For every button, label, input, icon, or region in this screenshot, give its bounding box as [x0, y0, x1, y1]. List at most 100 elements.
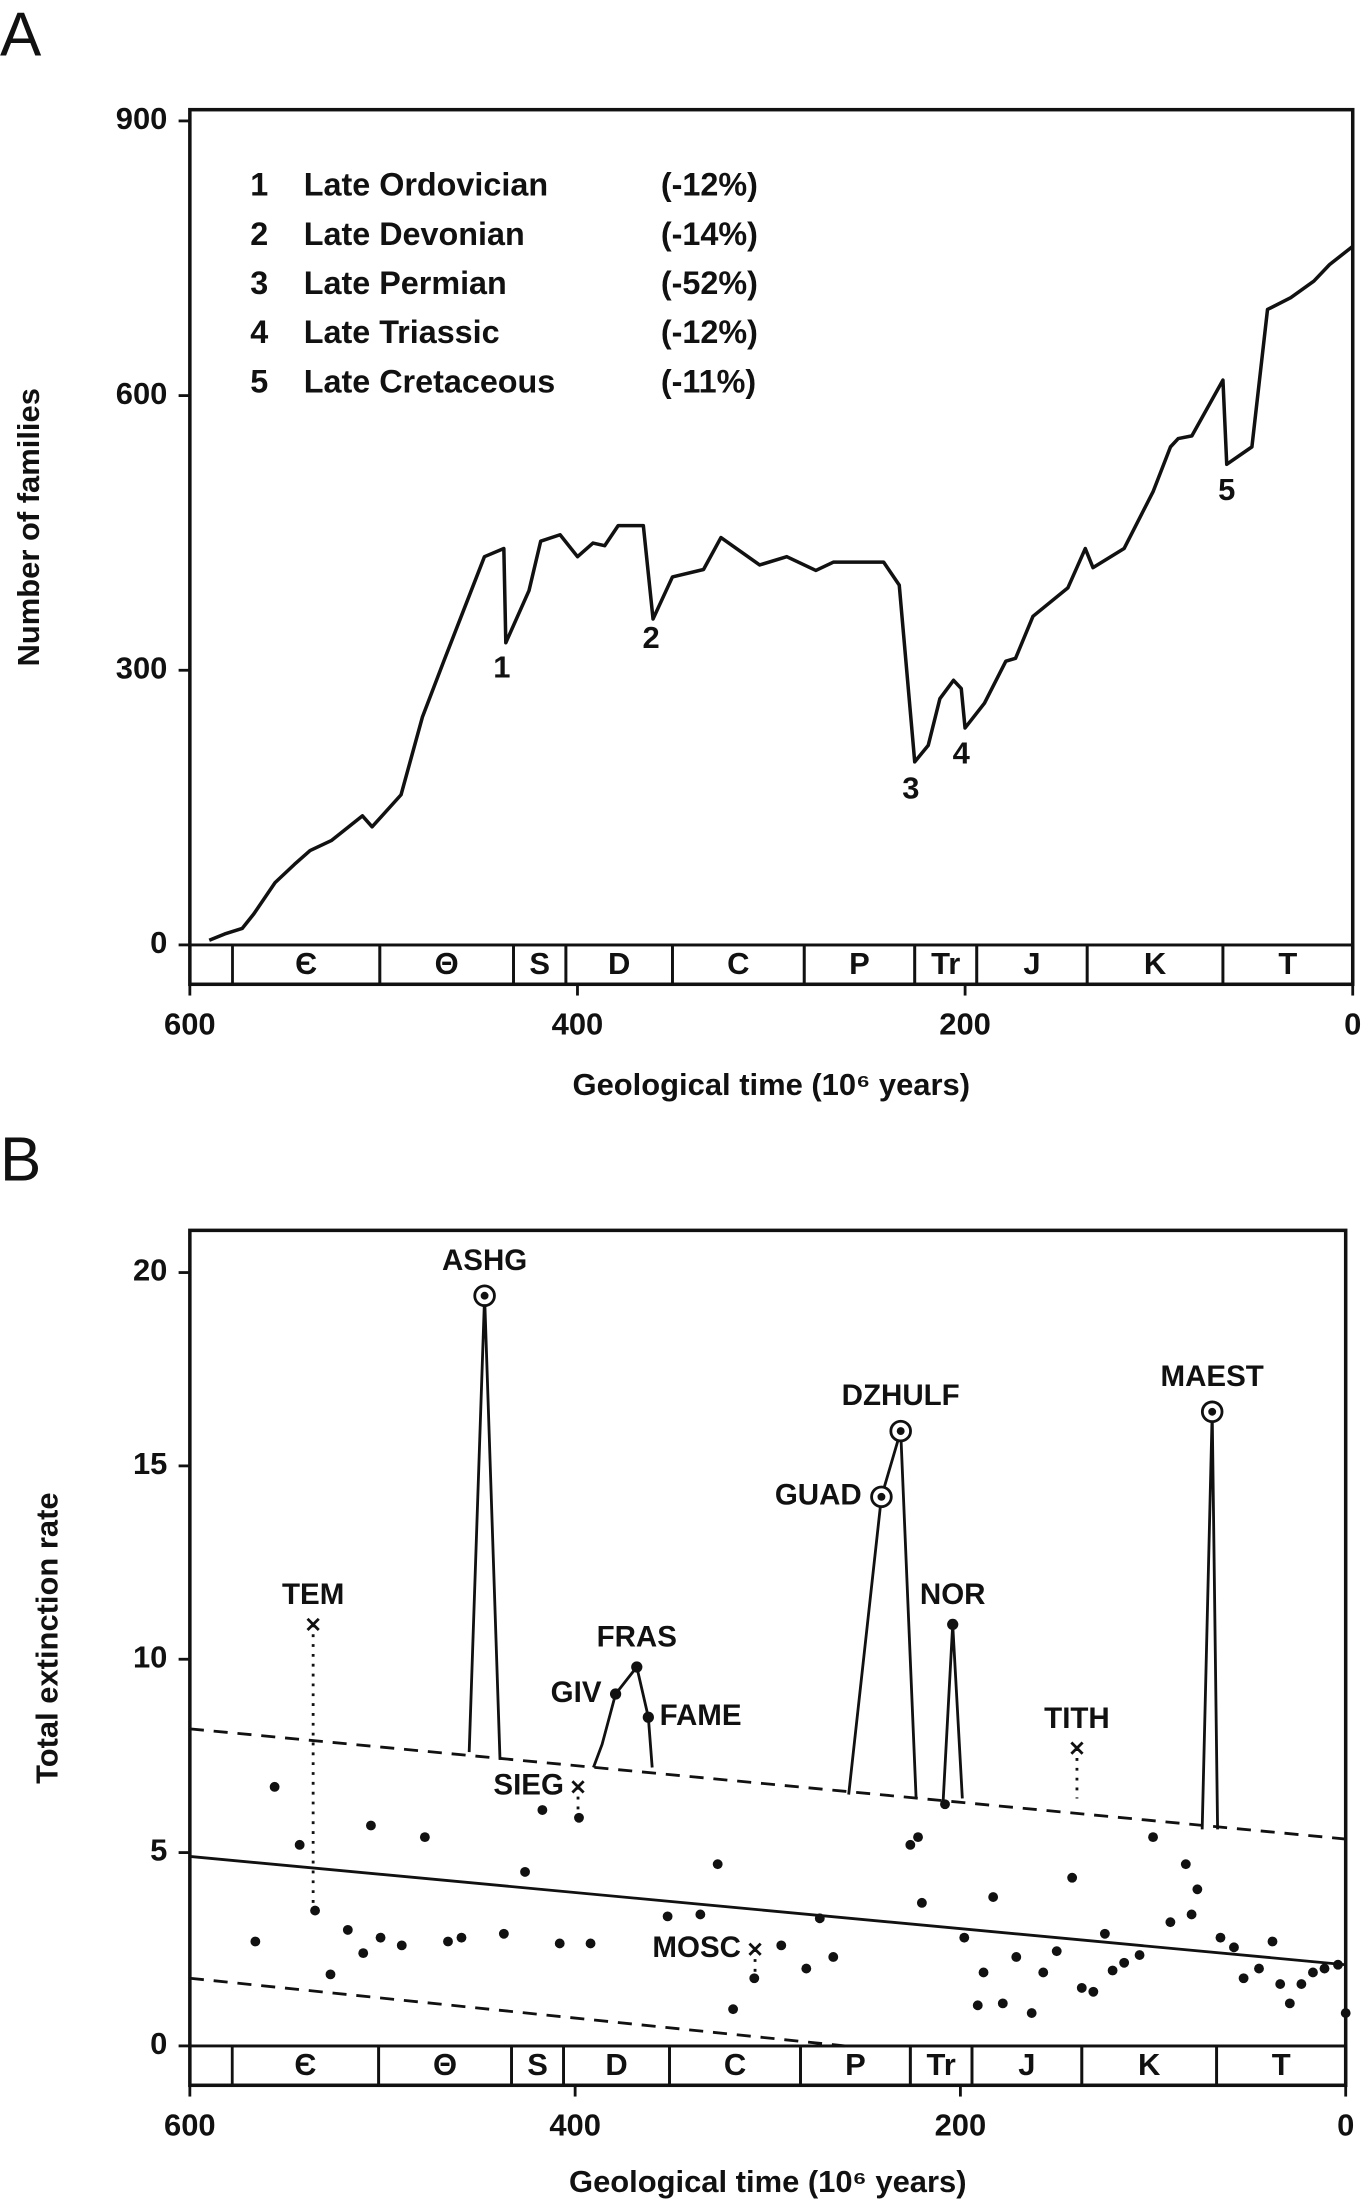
x-tick-label: 400	[552, 1007, 604, 1042]
data-point	[972, 2000, 983, 2011]
period-box	[1215, 2044, 1348, 2087]
y-tick-label: 0	[150, 2026, 167, 2061]
peak-line	[467, 1295, 502, 1760]
data-point	[366, 1820, 376, 1831]
data-point	[456, 1932, 467, 1943]
y-axis-title: Number of families	[11, 388, 46, 666]
data-point	[1192, 1884, 1203, 1895]
data-point	[1333, 1959, 1343, 1970]
y-tick-label: 15	[133, 1446, 167, 1481]
data-point	[1215, 1932, 1226, 1943]
data-point	[1134, 1950, 1145, 1960]
data-point	[443, 1936, 453, 1947]
period-label: S	[529, 946, 550, 981]
legend-name: Late Cretaceous	[304, 363, 556, 399]
legend-change: (-11%)	[661, 363, 756, 399]
data-point	[396, 1940, 407, 1951]
y-tick-label: 20	[133, 1253, 167, 1288]
x-tick-label: 200	[935, 2108, 987, 2143]
data-point	[1051, 1946, 1062, 1957]
panel-label: A	[0, 1, 42, 70]
legend-change: (-14%)	[661, 216, 758, 252]
data-point	[1186, 1909, 1197, 1920]
period-label: C	[727, 946, 749, 981]
data-point	[1026, 2008, 1037, 2018]
period-label: Θ	[433, 2047, 457, 2082]
period-label: J	[1018, 2047, 1035, 2082]
data-point	[1107, 1965, 1118, 1976]
peak-marker	[642, 1711, 654, 1723]
peak-label: FRAS	[597, 1621, 677, 1654]
data-point	[1284, 1998, 1295, 2009]
data-point	[342, 1924, 353, 1935]
x-tick-label: 200	[939, 1007, 991, 1042]
period-label: J	[1023, 946, 1040, 981]
period-label: S	[527, 2047, 548, 2082]
x-tick-label: 0	[1337, 2108, 1354, 2143]
period-label: Є	[294, 2047, 316, 2082]
data-point	[294, 1839, 305, 1850]
data-point	[269, 1781, 280, 1792]
period-label: T	[1272, 2047, 1291, 2082]
data-point	[1319, 1963, 1330, 1974]
trend-line	[189, 1855, 1346, 1967]
data-point	[1238, 1973, 1249, 1984]
peak-line	[1200, 1411, 1219, 1830]
data-point	[1308, 1967, 1318, 1978]
data-point	[574, 1812, 584, 1823]
peak-line	[592, 1663, 654, 1768]
period-label: P	[845, 2047, 866, 2082]
data-point	[997, 1998, 1008, 2009]
data-point	[310, 1905, 320, 1916]
data-point	[498, 1928, 509, 1939]
legend-number: 5	[250, 363, 268, 399]
data-point	[728, 2004, 739, 2015]
data-point	[375, 1932, 386, 1943]
peak-label: FAME	[660, 1699, 742, 1732]
data-point	[1254, 1963, 1264, 1974]
data-point	[358, 1948, 369, 1959]
data-point	[1229, 1942, 1239, 1953]
data-point	[959, 1932, 970, 1943]
period-label: D	[605, 2047, 627, 2082]
period-label: Tr	[931, 946, 960, 981]
data-point	[1296, 1979, 1307, 1989]
x-tick-label: 600	[164, 2108, 216, 2143]
x-axis-title: Geological time (10⁶ years)	[573, 1067, 971, 1102]
data-point	[1119, 1957, 1130, 1968]
period-label: Tr	[927, 2047, 956, 2082]
peak-marker	[609, 1688, 622, 1700]
data-point	[712, 1859, 723, 1870]
data-point	[776, 1940, 787, 1951]
peak-marker	[306, 1617, 320, 1632]
peak-label: TEM	[282, 1578, 344, 1611]
y-tick-label: 600	[116, 376, 168, 411]
y-axis-title: Total extinction rate	[29, 1492, 64, 1784]
data-point	[988, 1892, 999, 1902]
data-point	[537, 1805, 548, 1815]
peak-marker	[1070, 1741, 1084, 1755]
data-point	[1099, 1928, 1110, 1939]
data-point	[1076, 1982, 1087, 1993]
data-point	[1011, 1952, 1022, 1962]
data-point	[1148, 1832, 1158, 1843]
peak-marker	[571, 1780, 585, 1794]
legend-number: 4	[250, 314, 268, 350]
data-point	[325, 1969, 336, 1980]
peak-label: GIV	[551, 1676, 602, 1709]
period-label: P	[849, 946, 870, 981]
trend-line	[189, 1727, 1346, 1841]
y-tick-label: 900	[116, 101, 168, 136]
peak-label: GUAD	[775, 1479, 862, 1512]
period-label: C	[724, 2047, 746, 2082]
data-point	[913, 1832, 923, 1843]
period-label: K	[1138, 2047, 1161, 2082]
legend-number: 2	[250, 216, 268, 252]
event-number: 5	[1218, 472, 1235, 507]
peak-marker-center	[896, 1427, 905, 1436]
event-number: 3	[902, 770, 919, 805]
x-tick-label: 0	[1344, 1007, 1361, 1042]
legend-change: (-12%)	[661, 314, 758, 350]
